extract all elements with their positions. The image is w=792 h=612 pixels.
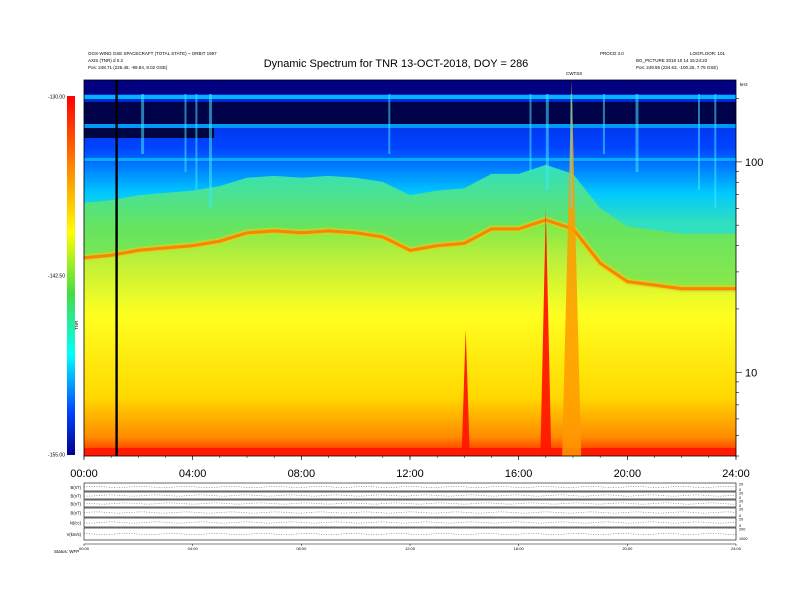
aux-panel-label: V(km/s) [67,532,82,537]
header-right-mid: BG_PICTURE 2018 10 14 15:24:22 [636,58,708,63]
header-right-pos: Pos: 249.55 (234.63, -100.25, 7.75 GSE) [636,65,718,70]
colorbar-label: TNR [74,320,79,330]
aux-panel-scale: 200 [739,528,745,532]
aux-x-tick-label: 00:00 [79,546,90,551]
x-tick-label: 04:00 [179,468,207,480]
aux-panel-label: B(nT) [71,494,82,499]
aux-panel-scale: 0 [739,504,741,508]
interference-streak [635,94,639,172]
aux-panel-frame [83,527,737,541]
aux-x-tick-label: 16:00 [514,546,525,551]
footer-label-text: Status: [54,549,69,554]
aux-panel-label: B(nT) [71,502,82,507]
aux-x-tick-label: 04:00 [188,546,199,551]
header-right-top-a: PROCD 3.0 [600,51,624,56]
y-tick-label: 10 [745,367,757,379]
aux-panel-scale: 20 [739,483,743,487]
cyan-line-2 [84,158,736,161]
header-left-mid: AXIS (TNR) d 0.2 [88,58,124,63]
interference-streak [388,94,391,154]
khz-label: kHz [740,82,748,87]
aux-panel-label: B(nT) [71,485,82,490]
spectrogram [83,80,736,456]
aux-panels: B(nT)B(nT)B(nT)B(nT)N(/cc)V(km/s)0200200… [67,483,748,552]
footer-label: Status: WFP [54,549,79,554]
header-left-pos: Pos: 248.71 (225.48, -99.84, 8.02 GSE) [88,65,167,70]
aux-panel-trace [83,494,737,497]
aux-panel-scale: 0 [739,514,741,518]
aux-panel-scale: 0 [739,524,741,528]
left-pos-value: 248.71 (225.48, -99.84, 8.02 GSE) [98,65,168,70]
interference-streak [714,94,717,208]
interference-streak [195,94,198,190]
plasma-line-glow [83,216,736,293]
x-tick-label: 00:00 [70,468,98,480]
top-band [84,80,736,94]
interference-streak [570,94,573,208]
aux-panel-frame [83,482,737,492]
x-tick-label: 16:00 [505,468,533,480]
aux-panel-trace [83,502,736,505]
interference-streak [141,94,145,154]
aux-panel-scale: 1000 [739,537,747,541]
marker-label: CWTSS [566,71,583,76]
interference-streak [184,94,187,172]
aux-panel-label: B(nT) [71,511,82,516]
aux-panel-trace [83,533,737,535]
burst-event [540,208,552,456]
colorbar-tick-label: -155.00 [48,453,65,459]
chart-title: Dynamic Spectrum for TNR 13-OCT-2018, DO… [263,58,529,70]
interference-streak [698,94,700,190]
aux-panel-label: N(/cc) [70,521,82,526]
aux-panel-scale: 20 [739,508,743,512]
aux-panel-trace [83,511,737,514]
left-pos-label: Pos: [88,65,98,70]
footer-value: WFP [69,549,80,554]
aux-x-tick-label: 08:00 [296,546,307,551]
interference-streak [545,94,549,190]
interference-streak [602,94,605,154]
dark-band-1 [84,102,736,124]
interference-streak [209,94,212,208]
aux-panel-scale: 20 [739,492,743,496]
burst-event [461,329,470,456]
colorbar [67,96,75,455]
aux-panel-frame [83,517,737,528]
colorbar-tick-label: -142.50 [48,274,65,280]
aux-panel-scale: 0 [739,488,741,492]
x-tick-label: 20:00 [614,468,642,480]
right-pos-label: Pos: [636,65,646,70]
x-tick-label: 24:00 [722,468,750,480]
interference-streak [529,94,532,172]
aux-panel-trace [83,486,737,488]
burst-event [562,80,582,456]
dark-band-sep [84,124,736,128]
header-left-top: GGS-WIND GSE SPACECRAFT (TOTAL STATE) ~ … [88,51,217,56]
bottom-red-band [84,448,736,456]
aux-x-tick-label: 20:00 [622,546,633,551]
colorbar-tick-label: -130.00 [48,95,65,101]
aux-panel-trace [83,521,737,524]
aux-panel-scale: 20 [739,500,743,504]
dark-band-2 [84,128,214,138]
header-right-top-b: LOGFLOOR: 101 [690,51,726,56]
x-tick-label: 08:00 [288,468,316,480]
aux-panel-scale: 0 [739,496,741,500]
aux-x-tick-label: 24:00 [731,546,742,551]
aux-x-tick-label: 12:00 [405,546,416,551]
x-tick-label: 12:00 [396,468,424,480]
y-tick-label: 100 [745,157,763,169]
aux-panel-frame [83,499,737,508]
top-cyan-line [84,95,736,99]
aux-panel-frame [83,507,737,518]
aux-panel-frame [83,491,737,500]
right-pos-value: 249.55 (234.63, -100.25, 7.75 GSE) [646,65,718,70]
aux-panel-scale: 20 [739,518,743,522]
